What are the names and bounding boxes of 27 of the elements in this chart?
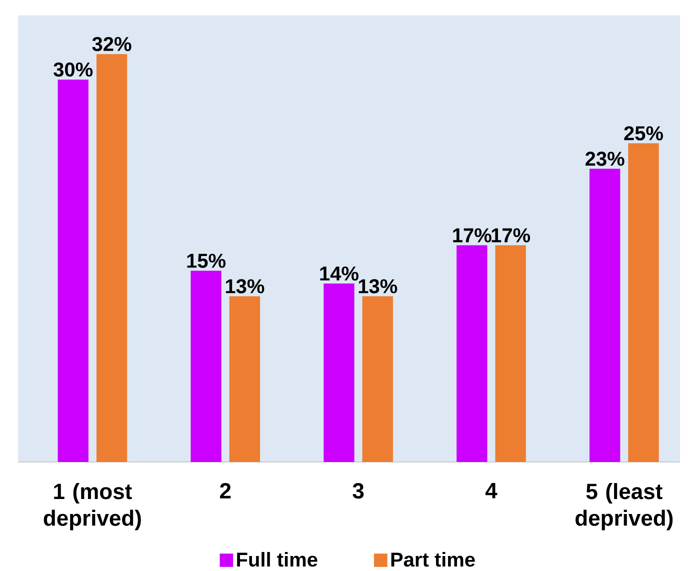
bar (456, 245, 488, 462)
data-label: 30% (54, 62, 93, 77)
bar (96, 54, 128, 462)
bar (590, 168, 620, 462)
legend-label: Part time (391, 552, 475, 567)
data-label: 25% (624, 126, 663, 140)
x-tick-label: 3 (352, 483, 364, 499)
x-tick-label: 2 (220, 483, 231, 498)
bar (495, 245, 526, 462)
bar (324, 284, 354, 462)
x-tick-label: 5 (least deprived) (576, 483, 673, 530)
bar (190, 270, 222, 462)
data-label: 17% (492, 228, 530, 242)
bar (628, 143, 659, 462)
bar (362, 296, 393, 462)
x-tick-label: 1 (most deprived) (44, 483, 141, 530)
data-label: 13% (358, 279, 398, 294)
data-label: 32% (92, 36, 132, 52)
data-label: 23% (586, 152, 624, 166)
bar (229, 296, 260, 462)
data-label: 14% (320, 266, 358, 281)
data-label: 17% (453, 228, 492, 242)
x-tick-label: 4 (485, 483, 498, 498)
legend-label: Full time (237, 552, 318, 567)
data-label: 15% (187, 254, 226, 268)
bar (58, 80, 88, 462)
data-label: 13% (226, 279, 264, 294)
